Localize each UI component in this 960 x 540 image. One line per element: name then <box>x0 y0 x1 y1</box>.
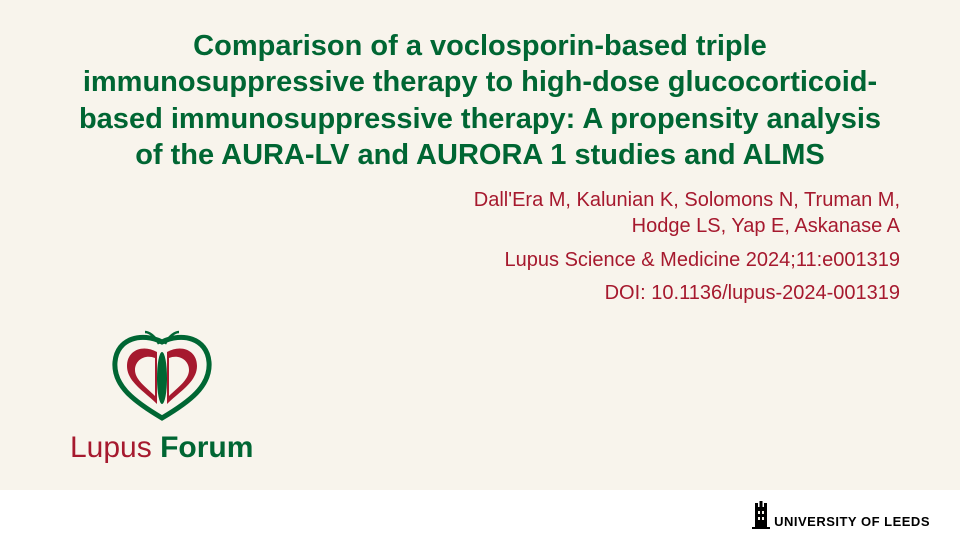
lupus-forum-logo: Lupus Forum <box>70 330 253 465</box>
lupus-forum-text: Lupus Forum <box>70 431 253 465</box>
university-of-leeds-logo: UNIVERSITY OF LEEDS <box>752 501 930 529</box>
tower-icon <box>752 501 770 529</box>
authors-line: Dall'Era M, Kalunian K, Solomons N, Trum… <box>60 187 900 239</box>
slide: Comparison of a voclosporin-based triple… <box>0 0 960 540</box>
journal-citation: Lupus Science & Medicine 2024;11:e001319 <box>60 249 900 272</box>
footer-bar: UNIVERSITY OF LEEDS <box>0 490 960 540</box>
university-name: UNIVERSITY OF LEEDS <box>774 514 930 529</box>
logo-word-forum: Forum <box>160 431 253 464</box>
butterfly-icon <box>107 330 217 425</box>
doi-line: DOI: 10.1136/lupus-2024-001319 <box>60 282 900 305</box>
logo-word-lupus: Lupus <box>70 431 160 464</box>
slide-title: Comparison of a voclosporin-based triple… <box>60 28 900 173</box>
